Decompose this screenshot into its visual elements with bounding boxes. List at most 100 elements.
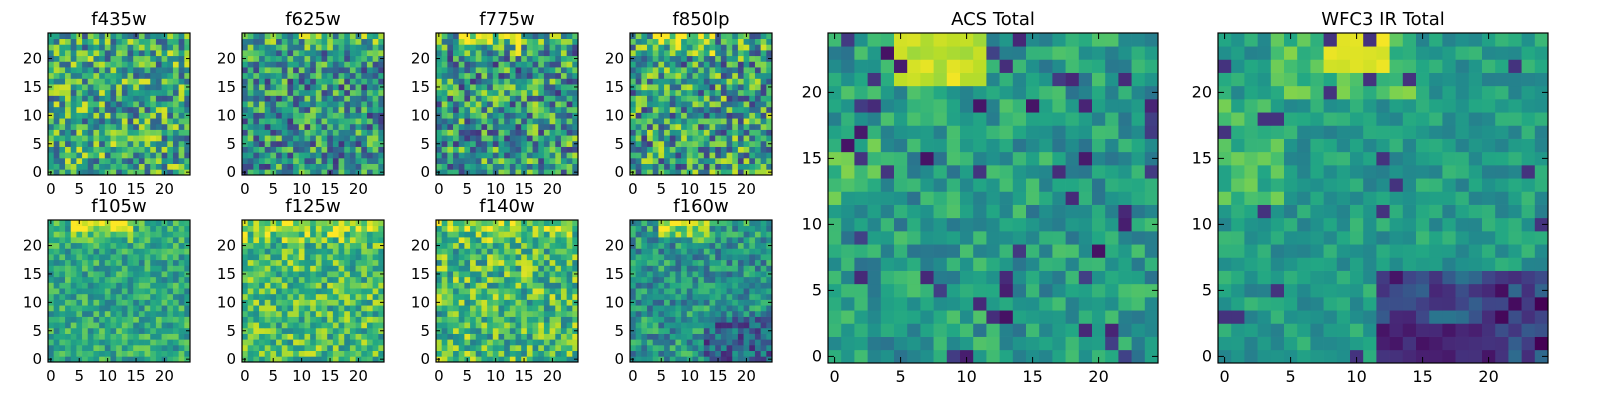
heatmap-cell	[743, 89, 750, 96]
heatmap-cell	[93, 293, 100, 300]
heatmap-cell	[453, 271, 460, 278]
heatmap-cell	[276, 67, 283, 74]
heatmap-cell	[378, 293, 385, 300]
heatmap-cell	[161, 118, 168, 125]
heatmap-cell	[127, 225, 134, 232]
heatmap-cell	[470, 220, 477, 227]
heatmap-cell	[464, 118, 471, 125]
heatmap-cell	[298, 259, 305, 266]
heatmap-cell	[344, 282, 351, 289]
heatmap-cell	[161, 112, 168, 119]
heatmap-cell	[754, 135, 761, 142]
heatmap-cell	[304, 89, 311, 96]
heatmap-cell	[521, 50, 528, 57]
heatmap-cell	[521, 140, 528, 147]
heatmap-cell	[76, 163, 83, 170]
heatmap-cell	[82, 322, 89, 329]
heatmap-cell	[366, 305, 373, 312]
heatmap-cell	[664, 33, 671, 40]
heatmap-cell	[110, 344, 117, 351]
heatmap-cell	[344, 61, 351, 68]
heatmap-cell	[521, 237, 528, 244]
heatmap-cell	[161, 344, 168, 351]
heatmap-cell	[464, 316, 471, 323]
heatmap-cell	[703, 163, 710, 170]
heatmap-cell	[150, 305, 157, 312]
heatmap-cell	[726, 163, 733, 170]
heatmap-cell	[378, 282, 385, 289]
heatmap-cell	[349, 282, 356, 289]
heatmap-cell	[338, 242, 345, 249]
heatmap-cell	[635, 299, 642, 306]
heatmap-cell	[669, 339, 676, 346]
heatmap-cell	[447, 248, 454, 255]
heatmap-cell	[720, 123, 727, 130]
heatmap-cell	[543, 157, 550, 164]
heatmap-cell	[144, 101, 151, 108]
heatmap-cell	[310, 38, 317, 45]
heatmap-cell	[732, 38, 739, 45]
heatmap-cell	[121, 259, 128, 266]
heatmap-cell	[253, 225, 260, 232]
heatmap-cell	[82, 163, 89, 170]
heatmap-cell	[310, 101, 317, 108]
heatmap-cell	[726, 288, 733, 295]
heatmap-cell	[65, 237, 72, 244]
heatmap-cell	[116, 50, 123, 57]
heatmap-cell	[458, 118, 465, 125]
heatmap-cell	[281, 350, 288, 357]
heatmap-cell	[481, 129, 488, 136]
heatmap-cell	[538, 89, 545, 96]
heatmap-cell	[349, 327, 356, 334]
heatmap-cell	[675, 322, 682, 329]
heatmap-cell	[87, 265, 94, 272]
heatmap-cell	[355, 265, 362, 272]
heatmap-cell	[703, 316, 710, 323]
heatmap-cell	[366, 101, 373, 108]
heatmap-cell	[754, 61, 761, 68]
heatmap-cell	[53, 33, 60, 40]
heatmap-cell	[492, 152, 499, 159]
heatmap-cell	[321, 220, 328, 227]
heatmap-cell	[458, 259, 465, 266]
heatmap-cell	[453, 350, 460, 357]
heatmap-cell	[372, 106, 379, 113]
heatmap-cell	[652, 146, 659, 153]
heatmap-cell	[664, 271, 671, 278]
heatmap-cell	[276, 78, 283, 85]
heatmap-cell	[372, 146, 379, 153]
heatmap-cell	[669, 72, 676, 79]
heatmap-cell	[509, 129, 516, 136]
heatmap-cell	[138, 118, 145, 125]
heatmap-cell	[754, 140, 761, 147]
heatmap-cell	[287, 169, 294, 176]
heatmap-cell	[327, 38, 334, 45]
heatmap-cell	[259, 163, 266, 170]
heatmap-cell	[327, 242, 334, 249]
heatmap-cell	[675, 123, 682, 130]
y-tick-label: 5	[32, 322, 42, 340]
heatmap-cell	[99, 169, 106, 176]
heatmap-cell	[475, 333, 482, 340]
heatmap-cell	[515, 146, 522, 153]
heatmap-cell	[630, 163, 637, 170]
heatmap-cell	[453, 72, 460, 79]
heatmap-cell	[321, 163, 328, 170]
heatmap-cell	[737, 282, 744, 289]
heatmap-cell	[555, 146, 562, 153]
heatmap-cell	[155, 339, 162, 346]
heatmap-cell	[281, 271, 288, 278]
heatmap-cell	[344, 322, 351, 329]
heatmap-cell	[155, 50, 162, 57]
heatmap-cell	[327, 112, 334, 119]
heatmap-cell	[48, 225, 55, 232]
heatmap-cell	[155, 118, 162, 125]
heatmap-cell	[441, 265, 448, 272]
x-tick-label: 0	[46, 367, 56, 385]
heatmap-cell	[686, 305, 693, 312]
heatmap-cell	[253, 231, 260, 238]
heatmap-cell	[70, 38, 77, 45]
heatmap-cell	[361, 265, 368, 272]
heatmap-cell	[247, 322, 254, 329]
heatmap-cell	[681, 44, 688, 51]
